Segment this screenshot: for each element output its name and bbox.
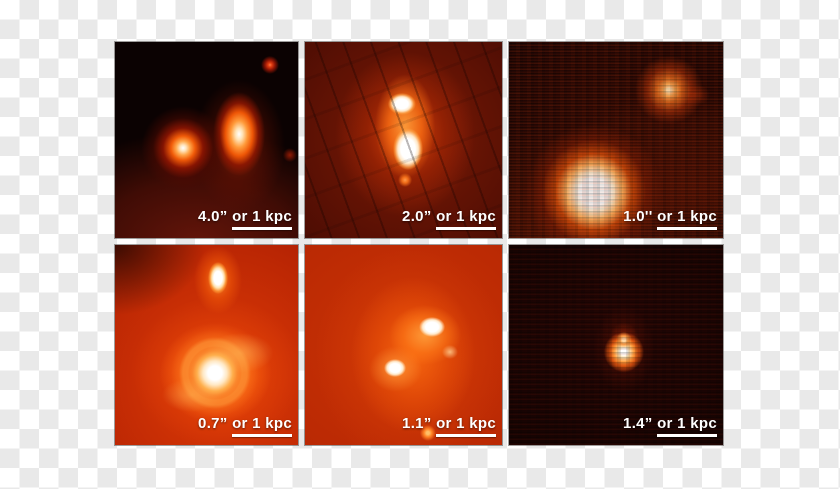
scale-label: 1.4” or 1 kpc xyxy=(623,415,717,432)
galaxy-panel-5: 1.1” or 1 kpc xyxy=(305,245,502,445)
galaxy-panel-2: 2.0” or 1 kpc xyxy=(305,42,502,238)
scale-bar xyxy=(436,227,496,230)
scale-label: 4.0” or 1 kpc xyxy=(198,208,292,225)
galaxy-panel-4: 0.7” or 1 kpc xyxy=(115,245,298,445)
scale-label: 1.0'' or 1 kpc xyxy=(623,208,717,225)
galaxy-panel-3: 1.0'' or 1 kpc xyxy=(509,42,723,238)
galaxy-panel-1: 4.0” or 1 kpc xyxy=(115,42,298,238)
scale-bar xyxy=(436,434,496,437)
scale-label: 0.7” or 1 kpc xyxy=(198,415,292,432)
scale-bar xyxy=(232,227,292,230)
galaxy-panel-6: 1.4” or 1 kpc xyxy=(509,245,723,445)
scale-label: 1.1” or 1 kpc xyxy=(402,415,496,432)
scale-label: 2.0” or 1 kpc xyxy=(402,208,496,225)
scale-bar xyxy=(657,227,717,230)
scale-bar xyxy=(232,434,292,437)
scale-bar xyxy=(657,434,717,437)
galaxy-image-montage: 4.0” or 1 kpc 2.0” or 1 kpc 1.0'' or 1 k… xyxy=(115,42,723,445)
